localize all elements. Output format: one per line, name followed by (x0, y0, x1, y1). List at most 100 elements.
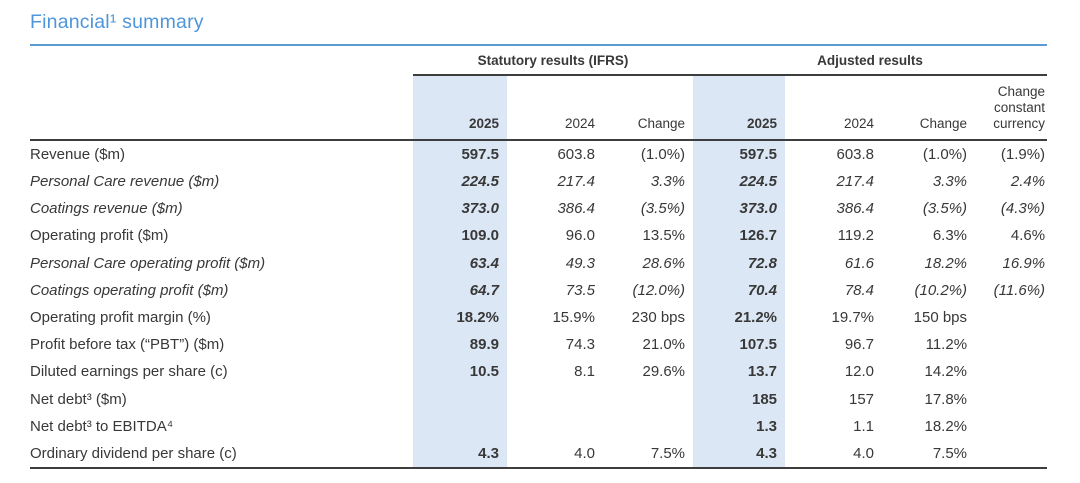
cell-value: 386.4 (557, 200, 595, 218)
cell-value (507, 386, 603, 413)
group-header-adjusted: Adjusted results (693, 46, 1048, 76)
table-row: Profit before tax (“PBT”) ($m) 89.9 74.3 21… (30, 331, 1047, 359)
cell-value: 21.0% (642, 336, 686, 354)
table-row: Revenue ($m) 597.5 603.8 (1.0%) 597.5 603.8 (1… (30, 139, 1047, 168)
cell-value: 49.3 (565, 254, 595, 272)
report-page: Financial¹ summary Statutory results (IF… (30, 11, 1048, 470)
column-header-change-constant-currency: Change constant currency (975, 75, 1048, 141)
cell-value (603, 413, 693, 440)
table-row: Coatings operating profit ($m) 64.7 73.5 (1… (30, 276, 1047, 304)
cell-value: 126.7 (693, 222, 786, 250)
cell-value (975, 358, 1047, 385)
column-header-statutory-change: Change (603, 75, 694, 141)
cell-value: 70.4 (693, 276, 786, 304)
page-title: Financial¹ summary (30, 11, 204, 33)
cell-value: 3.3% (650, 172, 686, 190)
column-header-adjusted-2024: 2024 (785, 75, 883, 141)
column-header-statutory-2025: 2025 (413, 75, 507, 141)
column-header-statutory-2024: 2024 (507, 75, 603, 141)
cell-value: 74.3 (565, 336, 595, 354)
group-header-spacer (30, 46, 413, 75)
cell-value: 18.2% (413, 303, 507, 332)
cell-value: 224.5 (413, 167, 507, 196)
cell-value: 13.5% (642, 227, 686, 245)
cell-value: 64.7 (413, 276, 507, 304)
cell-value (975, 440, 1048, 470)
cell-value: (1.0%) (922, 145, 968, 163)
cell-value: 109.0 (413, 222, 507, 250)
cell-value: 19.7% (831, 308, 875, 326)
cell-value: 21.2% (693, 303, 786, 332)
row-label: Personal Care operating profit ($m) (30, 254, 266, 272)
cell-value: 217.4 (836, 172, 875, 190)
cell-value: 12.0 (844, 363, 875, 381)
cell-value: 78.4 (844, 281, 875, 299)
cell-value: 603.8 (557, 145, 595, 163)
cell-value: (3.5%) (640, 200, 686, 218)
table-row: Coatings revenue ($m) 373.0 386.4 (3.5%) 373… (30, 195, 1047, 223)
cell-value: (1.0%) (640, 145, 686, 163)
cell-value: 3.3% (932, 172, 968, 190)
cell-value: 15.9% (552, 308, 595, 326)
row-label: Operating profit ($m) (30, 227, 169, 245)
cell-value: 597.5 (413, 139, 507, 168)
cell-value: 386.4 (836, 200, 875, 218)
group-header-statutory: Statutory results (IFRS) (413, 46, 694, 76)
cell-value: 6.3% (932, 227, 968, 245)
cell-value: 603.8 (836, 145, 875, 163)
row-label: Personal Care revenue ($m) (30, 172, 220, 190)
row-label: Diluted earnings per share (c) (30, 363, 228, 381)
column-header-row: 2025 2024 Change 2025 2024 Change Change… (30, 75, 1048, 141)
cell-value: 373.0 (693, 195, 786, 223)
cell-value: 61.6 (844, 254, 875, 272)
row-label: Net debt³ to EBITDA⁴ (30, 417, 174, 435)
table-row: Operating profit margin (%) 18.2% 15.9% 230… (30, 303, 1047, 332)
cell-value: 7.5% (882, 440, 976, 470)
table-header: Statutory results (IFRS) Adjusted result… (30, 46, 1048, 141)
cell-value: 11.2% (925, 336, 968, 354)
table-row: Personal Care revenue ($m) 224.5 217.4 3.3%… (30, 167, 1047, 196)
cell-value: 4.6% (1010, 227, 1046, 245)
column-header-adjusted-change: Change (882, 75, 976, 141)
cell-value: 2.4% (1010, 172, 1046, 190)
cell-value (413, 412, 507, 440)
row-label: Coatings operating profit ($m) (30, 281, 229, 299)
cell-value (975, 304, 1047, 331)
cell-value: 13.7 (693, 358, 786, 386)
table-row: Net debt³ ($m) 185 157 17.8% (30, 385, 1047, 413)
cell-value: 4.3 (693, 440, 786, 470)
cell-value: 597.5 (693, 139, 786, 168)
cell-value: 150 bps (913, 308, 968, 326)
cell-value (975, 331, 1047, 358)
row-label: Ordinary dividend per share (c) (30, 440, 413, 470)
financial-summary-table: Statutory results (IFRS) Adjusted result… (30, 46, 1048, 470)
group-header-row: Statutory results (IFRS) Adjusted result… (30, 46, 1048, 76)
column-header-adjusted-2025: 2025 (693, 75, 786, 141)
cell-value: 4.3 (413, 440, 507, 470)
cell-value (975, 386, 1047, 413)
title-underline-rule (30, 44, 1047, 46)
cell-value: 10.5 (413, 358, 507, 386)
cell-value: (4.3%) (1000, 200, 1046, 218)
cell-value: 373.0 (413, 195, 507, 223)
cell-value: 119.2 (837, 227, 875, 245)
cell-value: 63.4 (413, 249, 507, 277)
row-label: Operating profit margin (%) (30, 308, 211, 326)
cell-value: 29.6% (642, 363, 686, 381)
cell-value: 18.2% (924, 254, 968, 272)
cell-value: (3.5%) (922, 200, 968, 218)
cell-value: 72.8 (693, 249, 786, 277)
cell-value: 18.2% (924, 417, 968, 435)
cell-value: (1.9%) (1000, 145, 1046, 163)
row-label: Coatings revenue ($m) (30, 200, 183, 218)
cell-value: (11.6%) (993, 281, 1046, 299)
cell-value: 4.0 (785, 440, 883, 470)
cell-value: 230 bps (631, 308, 686, 326)
cell-value: 8.1 (574, 363, 595, 381)
cell-value: 17.8% (924, 390, 968, 408)
cell-value (413, 385, 507, 413)
column-header-spacer (30, 75, 413, 141)
cell-value: 4.0 (507, 440, 603, 470)
cell-value: (12.0%) (632, 281, 686, 299)
table-body: Revenue ($m) 597.5 603.8 (1.0%) 597.5 603.8 (1… (30, 139, 1048, 470)
